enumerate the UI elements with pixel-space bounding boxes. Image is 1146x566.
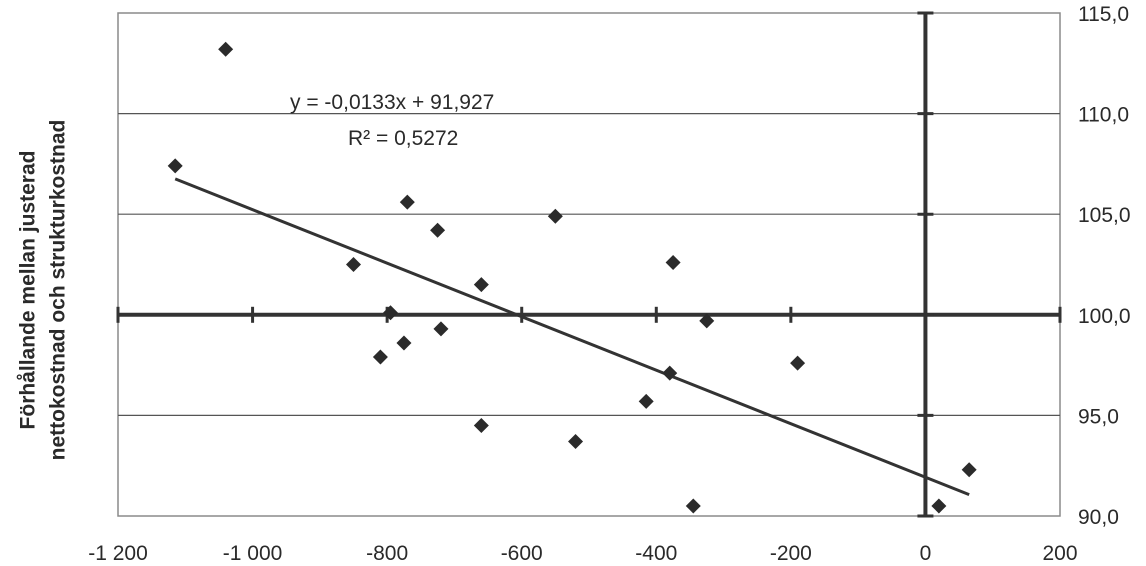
x-axis-tick-labels: -1 200 -1 000 -800 -600 -400 -200 0 200 [88, 542, 1077, 565]
x-tick-label: -1 200 [88, 542, 148, 565]
trendline-equation: y = -0,0133x + 91,927 [290, 91, 494, 114]
data-point [396, 335, 412, 351]
data-point [662, 365, 678, 381]
data-point [473, 417, 489, 433]
y-tick-label: 100,0 [1078, 305, 1131, 328]
y-tick-label: 95,0 [1078, 405, 1119, 428]
data-point [346, 257, 361, 272]
data-point [685, 498, 701, 514]
y-tick-label: 105,0 [1078, 204, 1131, 227]
data-point [473, 277, 489, 293]
data-point [931, 498, 947, 514]
x-tick-label: -400 [635, 542, 677, 565]
trendline [174, 177, 970, 497]
data-point [547, 208, 563, 224]
y-tick-label: 110,0 [1078, 104, 1129, 127]
y-tick-label: 90,0 [1078, 506, 1119, 529]
gridlines [118, 112, 1060, 416]
plot-area [117, 12, 1061, 517]
x-tick-label: -800 [366, 542, 408, 565]
data-point [568, 434, 584, 450]
data-point [699, 313, 715, 329]
data-point [167, 158, 183, 174]
data-point [383, 305, 399, 321]
data-point [665, 254, 681, 270]
x-tick-label: -1 000 [223, 542, 283, 565]
x-tick-label: 0 [920, 542, 932, 565]
data-point [430, 222, 446, 238]
data-point [433, 321, 449, 337]
data-point [638, 393, 654, 409]
trendline-group [174, 177, 970, 497]
x-tick-label: -200 [770, 542, 812, 565]
r-squared-label: R² = 0,5272 [348, 127, 458, 150]
data-point [961, 462, 977, 478]
data-points [167, 41, 977, 514]
data-point [372, 349, 388, 365]
axes [116, 11, 1062, 518]
data-point [399, 194, 415, 210]
y-tick-label: 115,0 [1078, 3, 1129, 26]
data-point [790, 355, 806, 371]
y-axis-tick-labels: 90,0 95,0 100,0 105,0 110,0 115,0 [1078, 3, 1131, 529]
x-tick-label: 200 [1042, 542, 1077, 565]
data-point [218, 41, 234, 57]
x-tick-label: -600 [501, 542, 543, 565]
